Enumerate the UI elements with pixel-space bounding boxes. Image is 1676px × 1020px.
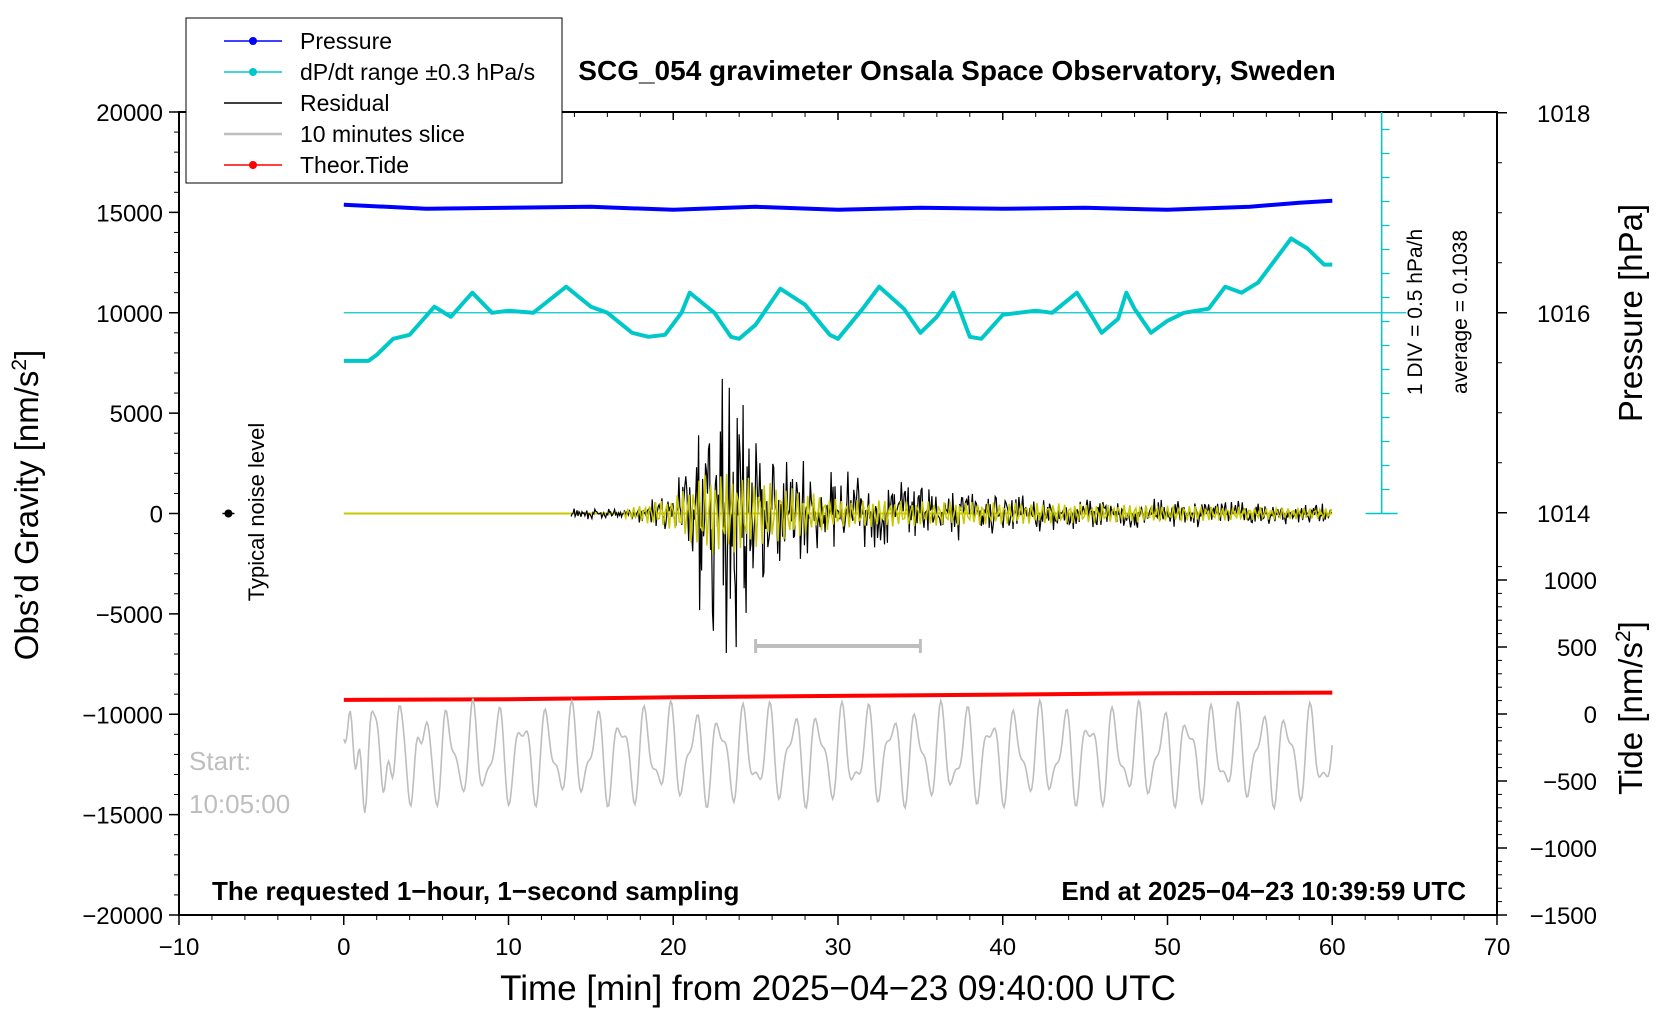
- legend-marker: [249, 68, 257, 76]
- x-axis-label: Time [min] from 2025−04−23 09:40:00 UTC: [500, 969, 1176, 1008]
- x-tick-label: 50: [1154, 934, 1181, 961]
- y-tick-label: −15000: [82, 803, 163, 830]
- average-label: average = 0.1038: [1449, 230, 1472, 394]
- legend-box: [185, 17, 563, 184]
- legend-marker: [249, 161, 257, 169]
- pressure-tick-label: 1016: [1537, 301, 1590, 328]
- y-tick-label: 0: [150, 502, 163, 529]
- y-axis-label-tide: Tide [nm/s2]: [1612, 621, 1649, 795]
- x-tick-label: 20: [660, 934, 687, 961]
- legend-label: 10 minutes slice: [300, 121, 465, 147]
- start-time-label: 10:05:00: [189, 789, 290, 819]
- series-filtered: [623, 473, 1333, 554]
- series-dpdt: [343, 236, 1333, 363]
- series-tide: [343, 690, 1333, 702]
- legend-label: dP/dt range ±0.3 hPa/s: [300, 59, 535, 85]
- pressure-tick-label: 1014: [1537, 501, 1590, 528]
- x-tick-label: 30: [825, 934, 852, 961]
- y-tick-label: 10000: [96, 301, 163, 328]
- x-tick-label: 0: [337, 934, 350, 961]
- legend-label: Pressure: [300, 28, 392, 54]
- noise-level-label: Typical noise level: [244, 423, 269, 602]
- start-label: Start:: [189, 746, 251, 776]
- series-slice: [343, 697, 1333, 814]
- y-tick-label: −5000: [96, 602, 163, 629]
- x-tick-label: 10: [495, 934, 522, 961]
- y-axis-label-pressure: Pressure [hPa]: [1612, 204, 1649, 422]
- legend: Pressure dP/dt range ±0.3 hPa/s Residual 10…: [185, 17, 563, 184]
- data-layer: [343, 198, 1333, 814]
- y-tick-label: 5000: [110, 401, 163, 428]
- x-tick-label: 70: [1484, 934, 1511, 961]
- tide-tick-label: −1500: [1530, 903, 1597, 930]
- y-axis-label-gravity: Obs’d Gravity [nm/s2]: [8, 350, 45, 661]
- pressure-tick-label: 1018: [1537, 101, 1590, 128]
- tide-tick-label: −1000: [1530, 836, 1597, 863]
- y-tick-label: 20000: [96, 100, 163, 127]
- tide-tick-label: 1000: [1544, 568, 1597, 595]
- x-tick-label: −10: [159, 934, 200, 961]
- footer-right-label: End at 2025−04−23 10:39:59 UTC: [1061, 876, 1466, 906]
- div-label: 1 DIV = 0.5 hPa/h: [1404, 229, 1427, 395]
- x-tick-label: 40: [989, 934, 1016, 961]
- legend-label: Residual: [300, 90, 390, 116]
- y-tick-label: 15000: [96, 200, 163, 227]
- noise-point: [224, 509, 233, 518]
- legend-label: Theor.Tide: [300, 152, 409, 178]
- y-tick-label: −20000: [82, 903, 163, 930]
- legend-marker: [249, 37, 257, 45]
- tide-tick-label: 500: [1557, 635, 1597, 662]
- x-tick-label: 60: [1319, 934, 1346, 961]
- tide-tick-label: −500: [1543, 769, 1597, 796]
- footer-left-label: The requested 1−hour, 1−second sampling: [212, 876, 739, 906]
- series-pressure: [343, 198, 1333, 212]
- chart-title: SCG_054 gravimeter Onsala Space Observat…: [578, 55, 1335, 86]
- tide-tick-label: 0: [1584, 702, 1597, 729]
- y-tick-label: −10000: [82, 702, 163, 729]
